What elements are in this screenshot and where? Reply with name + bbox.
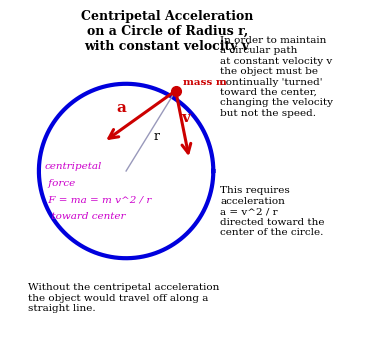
Text: F = ma = m v^2 / r: F = ma = m v^2 / r <box>45 195 151 204</box>
Text: This requires
acceleration
a = v^2 / r
directed toward the
center of the circle.: This requires acceleration a = v^2 / r d… <box>220 186 325 237</box>
Text: force: force <box>45 179 75 188</box>
Text: centripetal: centripetal <box>45 162 102 171</box>
Text: v: v <box>182 111 190 125</box>
Text: a: a <box>116 101 126 115</box>
Text: toward center: toward center <box>45 212 125 221</box>
Text: r: r <box>154 130 160 143</box>
Text: Without the centripetal acceleration
the object would travel off along a
straigh: Without the centripetal acceleration the… <box>28 283 219 313</box>
Text: Centripetal Acceleration
on a Circle of Radius r,
with constant velocity v: Centripetal Acceleration on a Circle of … <box>81 10 253 53</box>
Text: mass m: mass m <box>183 78 227 87</box>
Text: In order to maintain
a circular path
at constant velocity v
the object must be
c: In order to maintain a circular path at … <box>220 36 333 118</box>
